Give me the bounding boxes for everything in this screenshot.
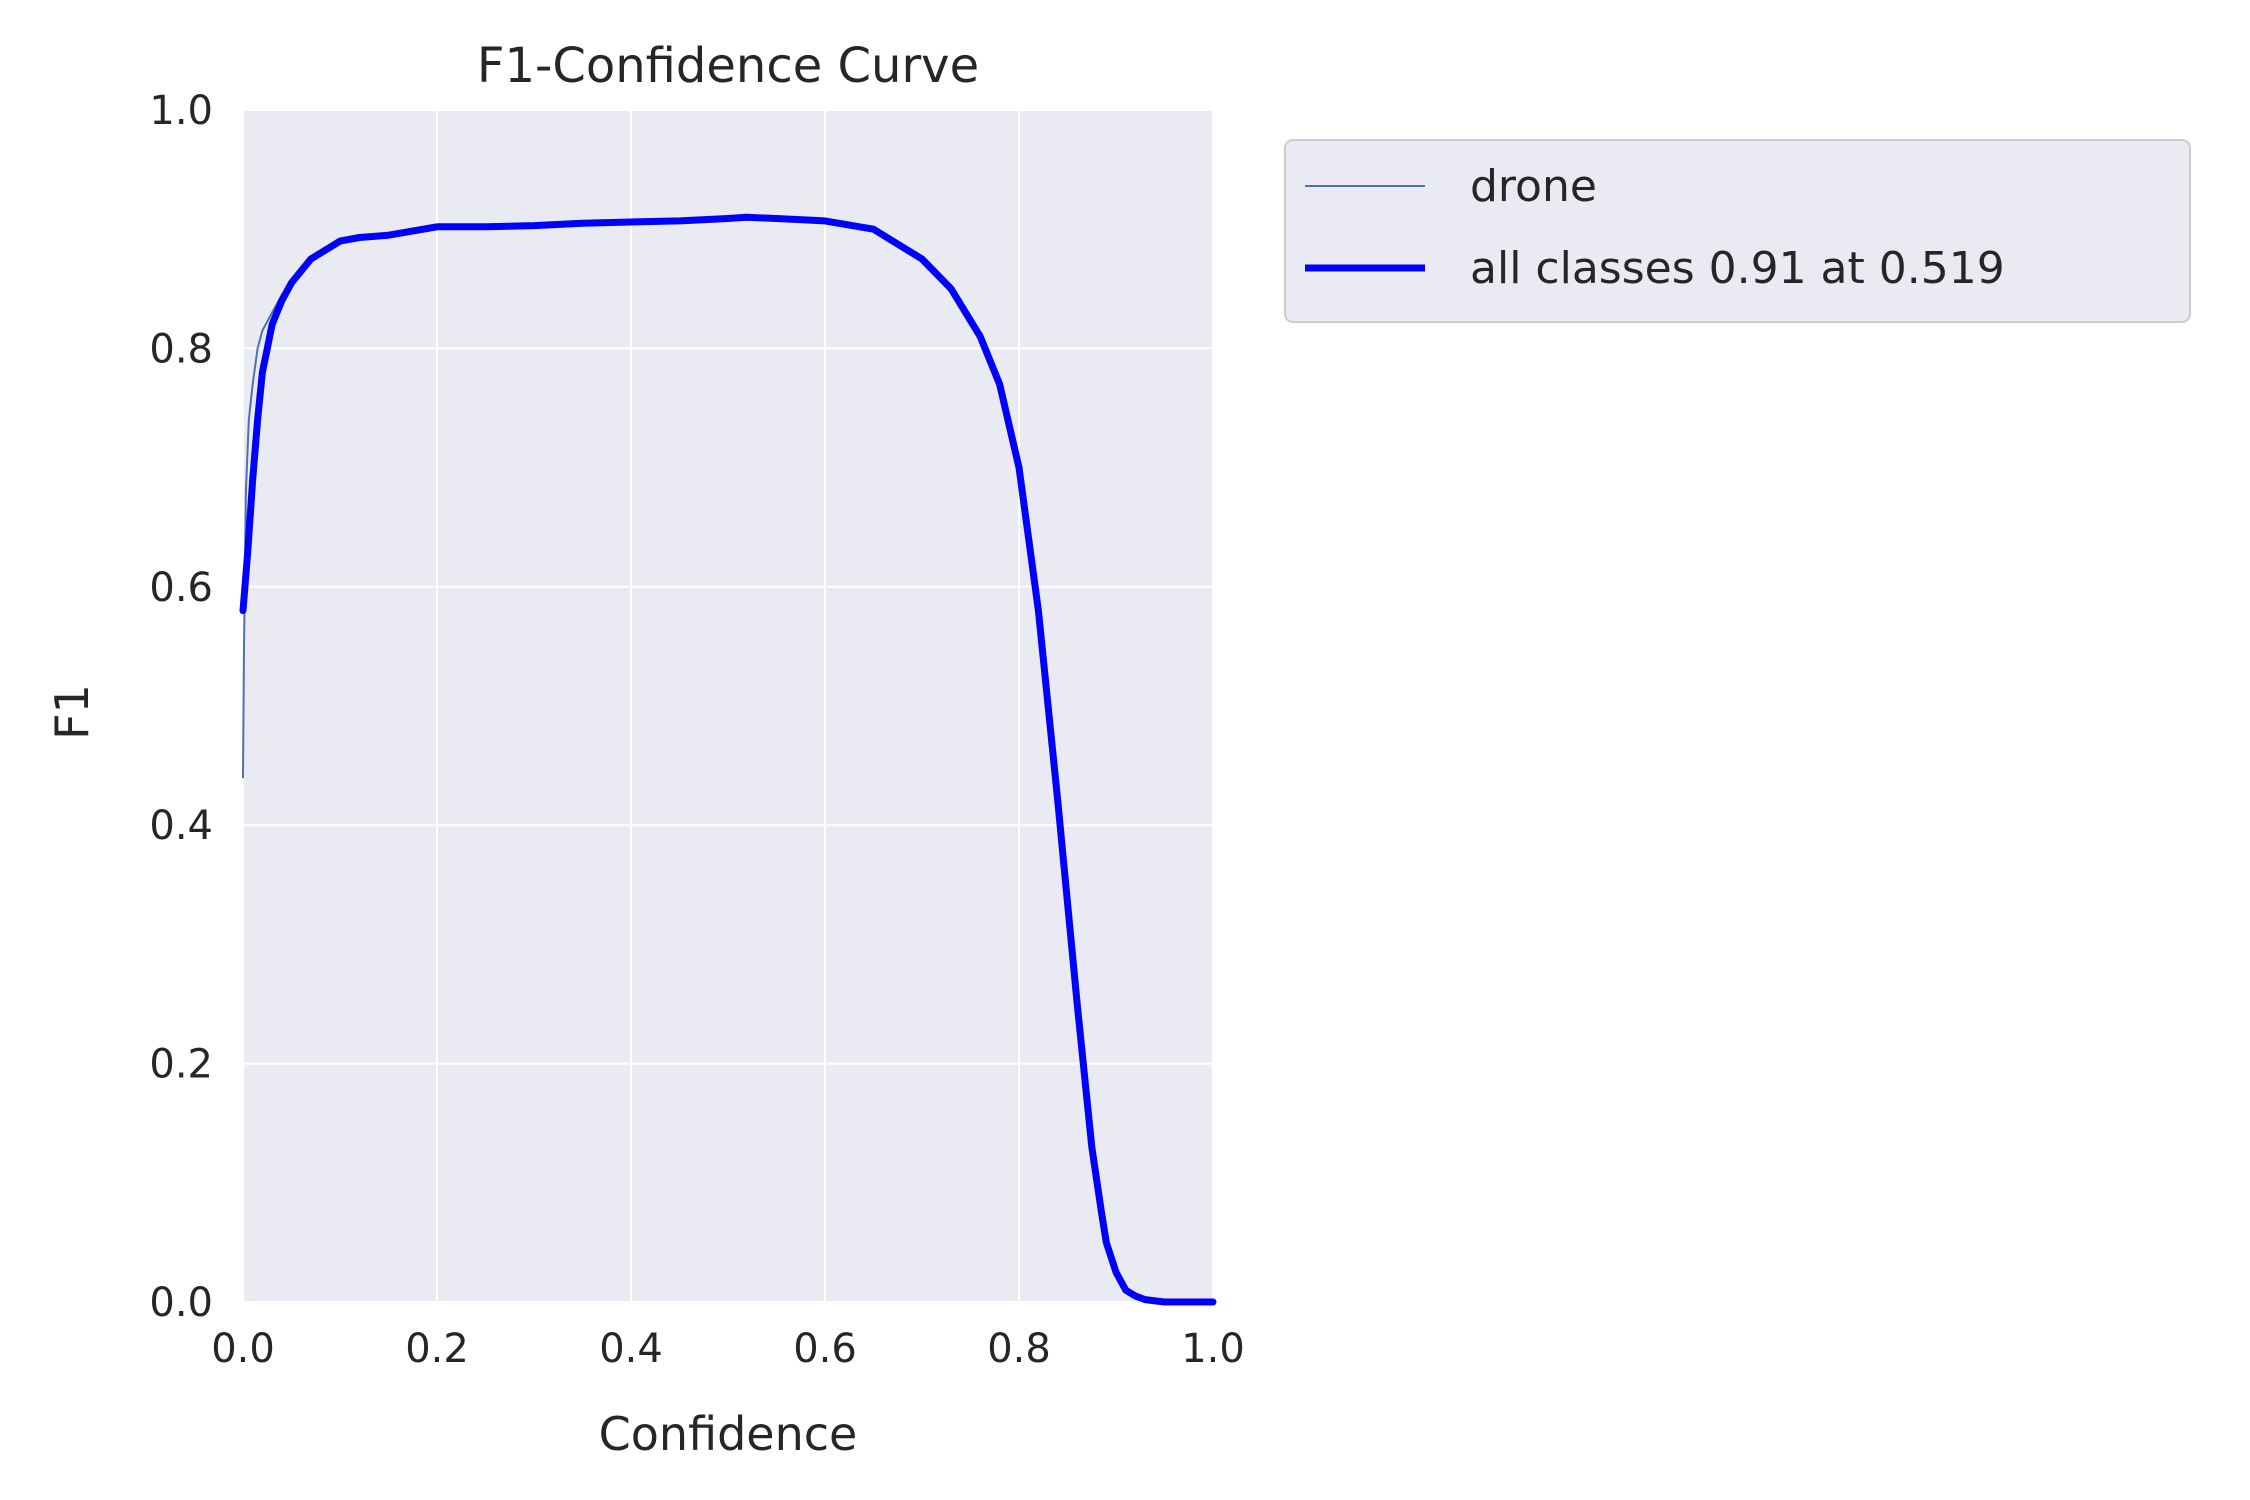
y-tick-label: 0.6 bbox=[149, 565, 213, 611]
y-tick-label: 1.0 bbox=[149, 88, 213, 134]
y-tick-label: 0.2 bbox=[149, 1042, 213, 1088]
x-tick-label: 0.0 bbox=[211, 1326, 275, 1372]
y-tick-label: 0.0 bbox=[149, 1280, 213, 1326]
legend-label-drone: drone bbox=[1470, 161, 1597, 212]
x-tick-label: 0.2 bbox=[405, 1326, 469, 1372]
x-axis-label: Confidence bbox=[599, 1407, 858, 1461]
y-tick-label: 0.4 bbox=[149, 803, 213, 849]
x-tick-label: 0.6 bbox=[793, 1326, 857, 1372]
x-tick-label: 1.0 bbox=[1181, 1326, 1245, 1372]
legend-label-all-classes: all classes 0.91 at 0.519 bbox=[1470, 243, 2005, 294]
grid-lines bbox=[242, 109, 1214, 1303]
legend-box bbox=[1284, 139, 2191, 323]
y-tick-label: 0.8 bbox=[149, 326, 213, 372]
chart-title: F1-Confidence Curve bbox=[477, 38, 979, 94]
y-axis-ticks: 0.0 0.2 0.4 0.6 0.8 1.0 bbox=[149, 88, 213, 1326]
y-axis-label: F1 bbox=[45, 684, 99, 740]
x-tick-label: 0.4 bbox=[599, 1326, 663, 1372]
plot-area bbox=[243, 110, 1213, 1302]
legend: drone all classes 0.91 at 0.519 bbox=[1284, 139, 2191, 323]
series-line-all-classes bbox=[239, 213, 1217, 1306]
x-tick-label: 0.8 bbox=[987, 1326, 1051, 1372]
x-axis-ticks: 0.0 0.2 0.4 0.6 0.8 1.0 bbox=[211, 1326, 1245, 1372]
series-layer bbox=[239, 213, 1217, 1306]
